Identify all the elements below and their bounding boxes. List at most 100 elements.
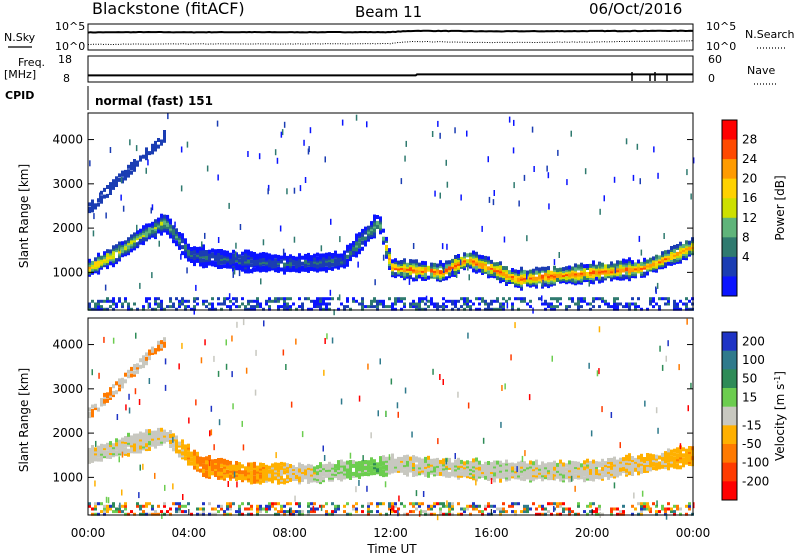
- echo-cell: [490, 462, 493, 467]
- echo-cell: [193, 449, 196, 454]
- echo-cell: [286, 188, 288, 195]
- echo-cell: [661, 504, 664, 508]
- echo-cell: [121, 504, 124, 508]
- echo-cell: [652, 466, 655, 471]
- echo-cell: [247, 269, 250, 274]
- echo-cell: [394, 307, 397, 311]
- echo-cell: [106, 265, 109, 270]
- echo-cell: [118, 510, 121, 514]
- echo-cell: [307, 502, 310, 506]
- echo-cell: [490, 504, 493, 508]
- echo-cell: [358, 461, 361, 466]
- echo-cell: [293, 187, 296, 194]
- echo-cell: [205, 299, 208, 303]
- echo-cell: [451, 462, 454, 467]
- echo-cell: [556, 278, 559, 282]
- echo-cell: [127, 237, 130, 242]
- echo-cell: [160, 305, 163, 309]
- echo-cell: [160, 346, 163, 351]
- echo-cell: [316, 302, 319, 306]
- echo-cell: [97, 302, 100, 306]
- echo-cell: [95, 440, 97, 447]
- echo-cell: [166, 214, 169, 219]
- echo-cell: [340, 257, 343, 262]
- echo-cell: [604, 299, 607, 303]
- echo-cell: [499, 305, 502, 309]
- echo-cell: [655, 254, 658, 259]
- echo-cell: [112, 510, 115, 514]
- echo-cell: [174, 221, 176, 228]
- echo-cell: [487, 156, 489, 163]
- echo-cell: [91, 512, 94, 516]
- echo-cell: [301, 265, 304, 270]
- echo-cell: [271, 502, 274, 506]
- echo-cell: [481, 225, 483, 232]
- echo-cell: [214, 253, 217, 258]
- echo-cell: [559, 502, 562, 506]
- echo-cell: [136, 160, 139, 165]
- echo-cell: [616, 305, 619, 309]
- echo-cell: [316, 507, 319, 511]
- echo-cell: [427, 504, 430, 508]
- echo-cell: [448, 260, 451, 265]
- echo-cell: [280, 461, 283, 466]
- echo-cell: [418, 510, 421, 517]
- echo-cell: [598, 305, 601, 309]
- echo-cell: [250, 512, 253, 516]
- echo-cell: [616, 469, 619, 474]
- echo-cell: [352, 241, 355, 245]
- echo-cell: [685, 297, 688, 301]
- echo-cell: [688, 458, 691, 462]
- echo-cell: [619, 260, 622, 265]
- echo-cell: [403, 305, 406, 309]
- echo-cell: [588, 280, 590, 287]
- echo-cell: [250, 470, 253, 475]
- velocity-colorbar-cell: [722, 406, 737, 426]
- echo-cell: [652, 305, 655, 309]
- echo-cell: [384, 481, 387, 488]
- echo-cell: [91, 445, 94, 449]
- echo-cell: [454, 305, 457, 309]
- echo-cell: [487, 266, 490, 271]
- echo-cell: [544, 266, 547, 271]
- echo-cell: [334, 468, 337, 473]
- echo-cell: [109, 504, 112, 508]
- echo-cell: [223, 512, 226, 516]
- freq-tick-top: 18: [58, 53, 72, 66]
- nave-label: Nave: [747, 64, 775, 77]
- echo-cell: [418, 307, 421, 311]
- echo-cell: [590, 430, 593, 437]
- echo-cell: [595, 475, 598, 479]
- echo-cell: [640, 307, 643, 311]
- echo-cell: [580, 463, 583, 468]
- echo-cell: [343, 461, 346, 466]
- echo-cell: [628, 307, 631, 311]
- echo-cell: [109, 391, 112, 396]
- echo-cell: [325, 252, 328, 257]
- echo-cell: [181, 299, 184, 303]
- echo-cell: [109, 147, 112, 153]
- echo-cell: [92, 230, 95, 237]
- echo-cell: [685, 307, 688, 311]
- echo-cell: [325, 307, 328, 311]
- echo-cell: [142, 504, 145, 508]
- echo-cell: [349, 452, 352, 459]
- echo-cell: [688, 502, 691, 506]
- echo-cell: [628, 267, 631, 272]
- echo-cell: [157, 343, 160, 347]
- echo-cell: [91, 201, 94, 206]
- echo-cell: [265, 510, 268, 514]
- echo-cell: [436, 269, 439, 274]
- echo-cell: [145, 502, 148, 506]
- echo-cell: [163, 504, 166, 508]
- echo-cell: [391, 271, 394, 276]
- echo-cell: [98, 372, 100, 379]
- echo-cell: [439, 507, 442, 511]
- echo-cell: [565, 305, 568, 309]
- echo-cell: [685, 448, 688, 453]
- echo-cell: [496, 276, 499, 281]
- echo-cell: [373, 299, 376, 303]
- echo-cell: [169, 305, 172, 309]
- echo-cell: [241, 420, 243, 427]
